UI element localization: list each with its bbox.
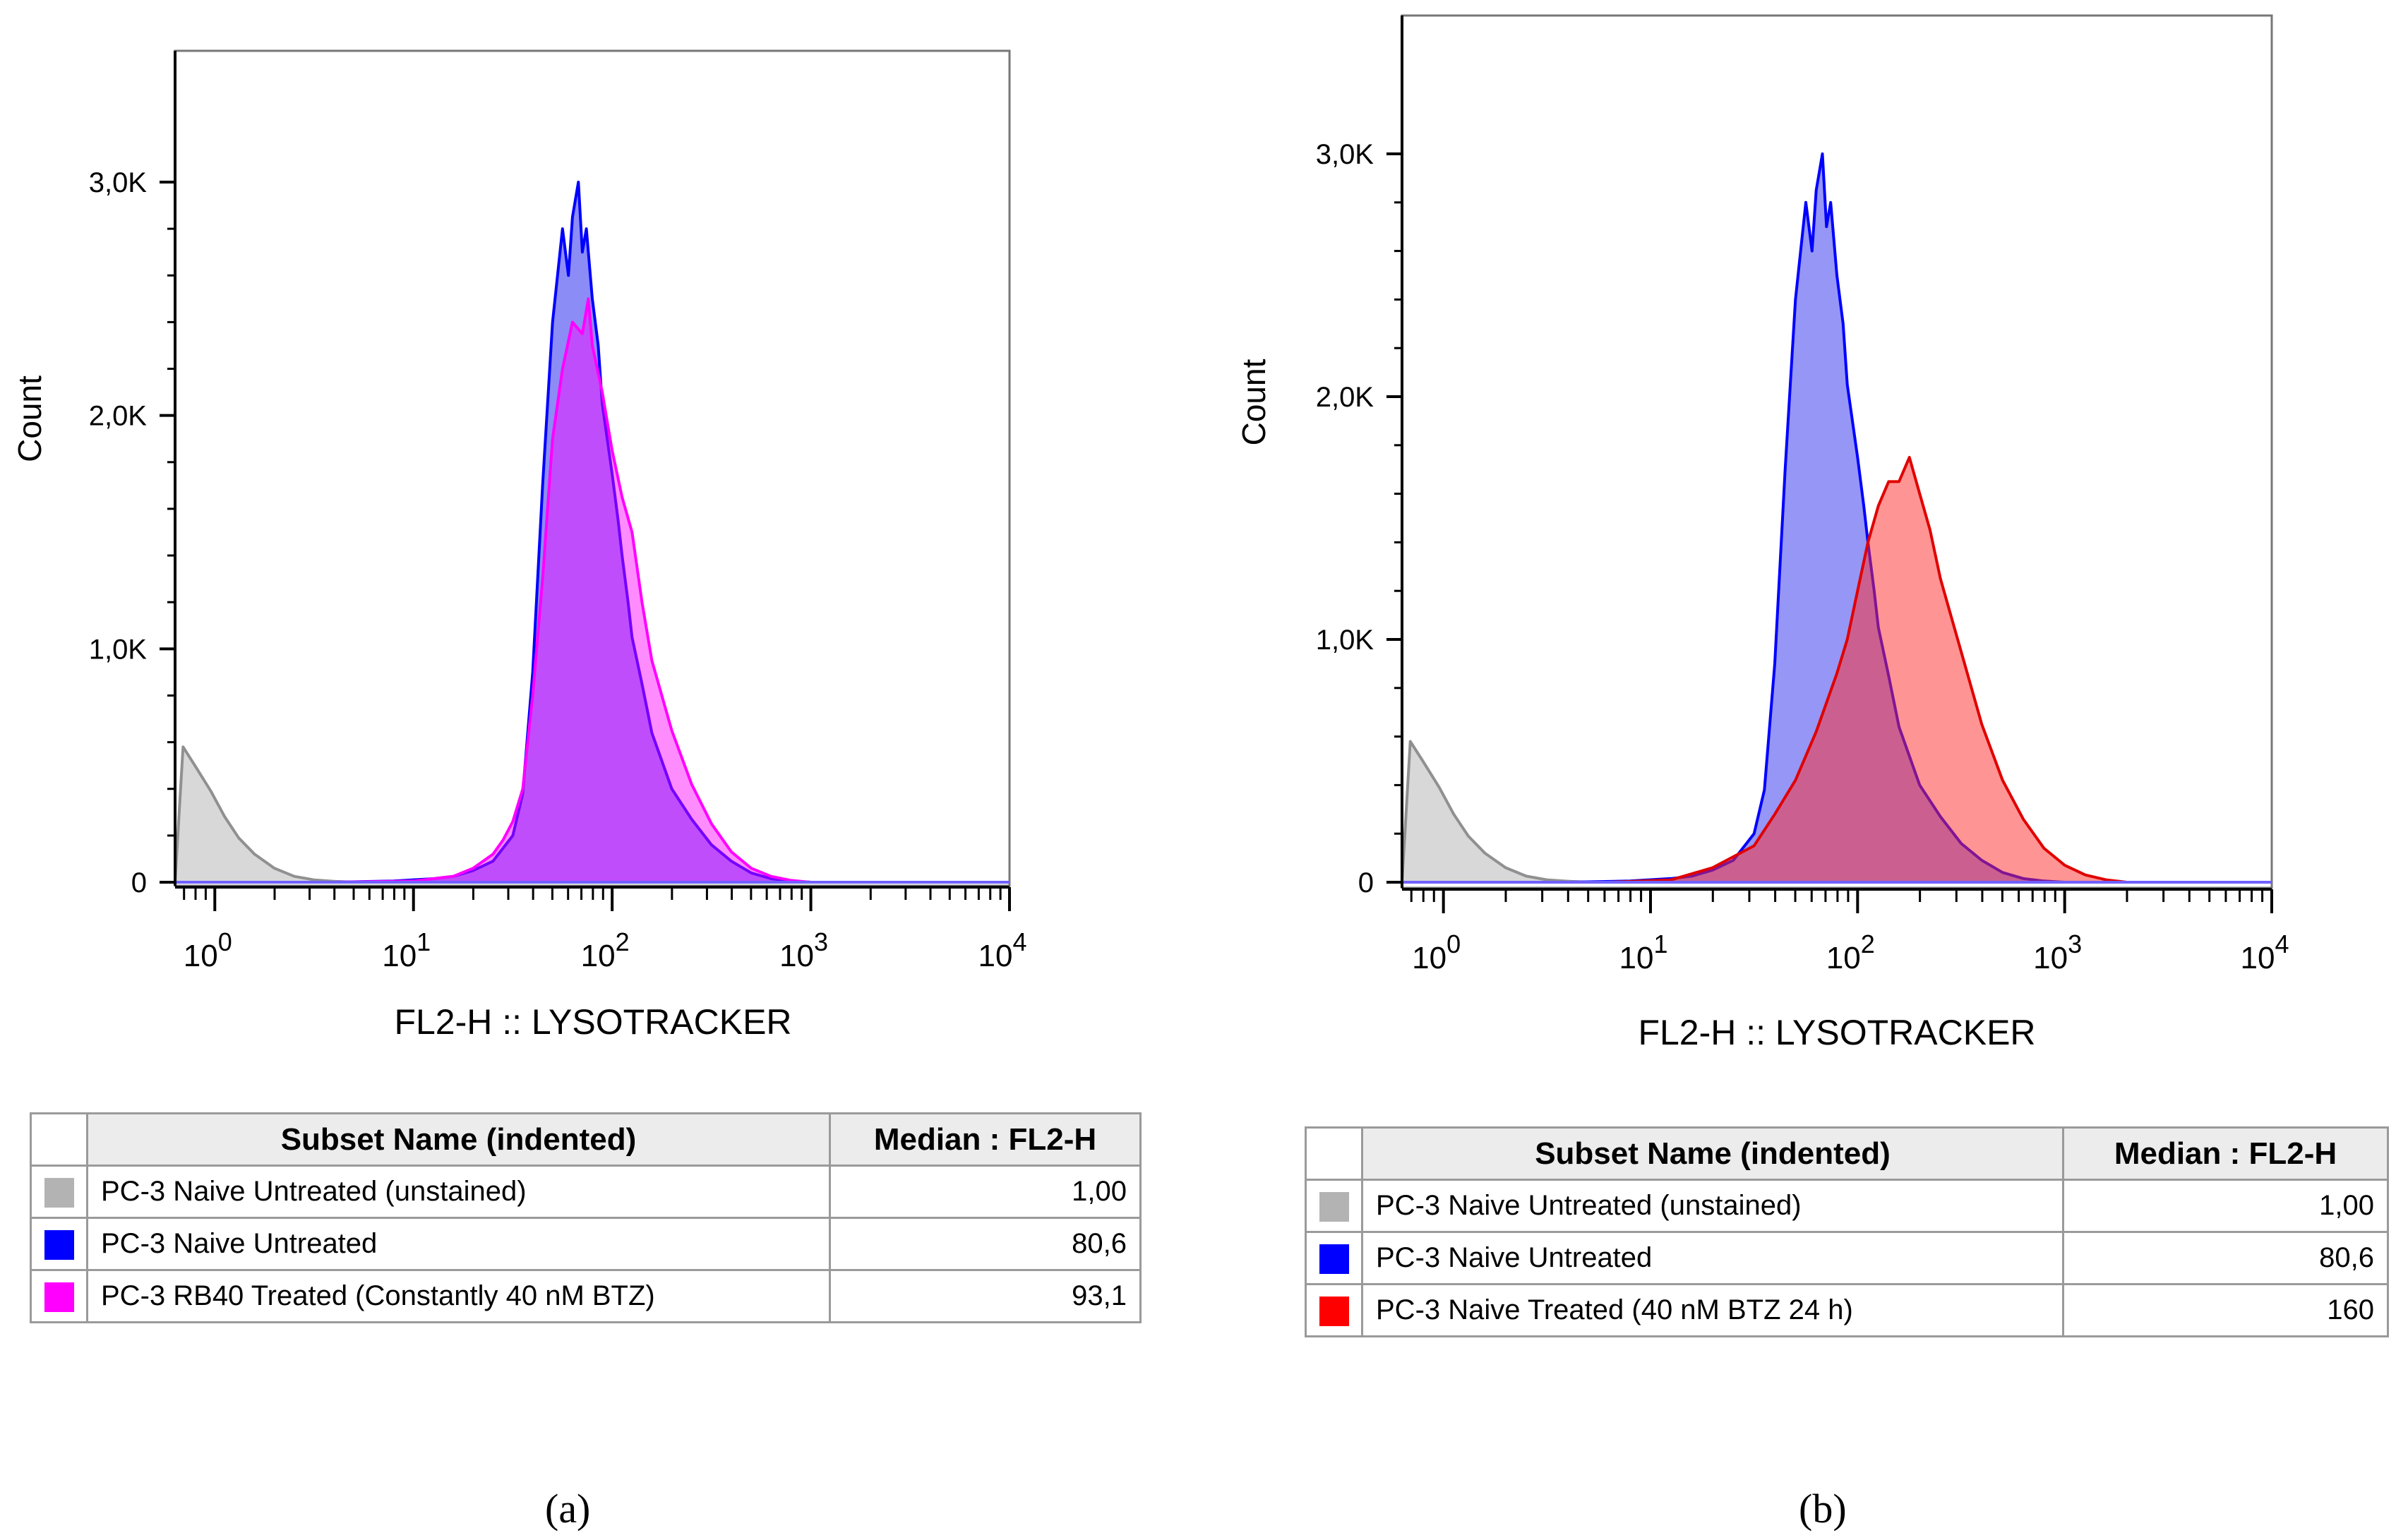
y-axis-title: Count bbox=[1235, 359, 1272, 445]
legend-row: PC-3 RB40 Treated (Constantly 40 nM BTZ)… bbox=[30, 1269, 1142, 1323]
legend-table-a: Subset Name (indented) Median : FL2-H PC… bbox=[30, 1112, 1142, 1323]
y-tick-label: 2,0K bbox=[89, 401, 148, 432]
legend-row: PC-3 Naive Untreated 80,6 bbox=[1305, 1231, 2389, 1285]
y-tick-label: 1,0K bbox=[89, 634, 148, 665]
legend-row-value: 1,00 bbox=[829, 1165, 1142, 1219]
legend-row-name: PC-3 Naive Treated (40 nM BTZ 24 h) bbox=[1361, 1283, 2064, 1337]
legend-row: PC-3 Naive Untreated (unstained) 1,00 bbox=[30, 1165, 1142, 1219]
legend-swatch bbox=[1319, 1244, 1349, 1275]
y-axis-title: Count bbox=[11, 375, 48, 462]
histogram-line-series-2 bbox=[334, 297, 811, 884]
x-tick-label: 101 bbox=[382, 927, 431, 973]
histogram-line-series-0 bbox=[174, 745, 354, 884]
x-tick-label: 103 bbox=[779, 927, 828, 973]
legend-row: PC-3 Naive Treated (40 nM BTZ 24 h) 160 bbox=[1305, 1283, 2389, 1337]
legend-swatch bbox=[44, 1230, 74, 1261]
legend-header-blank bbox=[30, 1112, 88, 1167]
legend-header-value: Median : FL2-H bbox=[2062, 1126, 2389, 1181]
x-axis-title: FL2-H :: LYSOTRACKER bbox=[1638, 1013, 2035, 1052]
x-tick-label: 104 bbox=[978, 927, 1027, 973]
legend-row-name: PC-3 RB40 Treated (Constantly 40 nM BTZ) bbox=[86, 1269, 831, 1323]
x-tick-label: 102 bbox=[1826, 930, 1875, 975]
histogram-b: 0 1,0K 2,0K 3,0K Count 100 101 102 103 104 FL2-H :… bbox=[1235, 14, 2289, 1052]
y-tick-label: 0 bbox=[1358, 867, 1374, 898]
legend-header: Subset Name (indented) Median : FL2-H bbox=[30, 1112, 1142, 1167]
x-tick-label: 103 bbox=[2033, 930, 2082, 975]
legend-swatch bbox=[1319, 1192, 1349, 1222]
legend-row-name: PC-3 Naive Untreated bbox=[86, 1217, 831, 1271]
y-tick-label: 2,0K bbox=[1316, 382, 1374, 413]
legend-row-name: PC-3 Naive Untreated (unstained) bbox=[86, 1165, 831, 1219]
legend-swatch bbox=[44, 1282, 74, 1313]
legend-header-value: Median : FL2-H bbox=[829, 1112, 1142, 1167]
x-tick-label: 100 bbox=[184, 927, 232, 973]
legend-row-value: 1,00 bbox=[2062, 1179, 2389, 1233]
histogram-area-series-0 bbox=[1402, 741, 1588, 882]
caption-a: (a) bbox=[545, 1486, 591, 1532]
legend-header: Subset Name (indented) Median : FL2-H bbox=[1305, 1126, 2389, 1181]
legend-header-blank bbox=[1305, 1126, 1363, 1181]
panel-a: 0 1,0K 2,0K 3,0K Count 100 101 102 103 104 FL2-H :… bbox=[11, 49, 1142, 1532]
panel-b: 0 1,0K 2,0K 3,0K Count 100 101 102 103 104 FL2-H :… bbox=[1204, 0, 2408, 1540]
y-tick-label: 3,0K bbox=[1316, 139, 1374, 170]
legend-table-b: Subset Name (indented) Median : FL2-H PC… bbox=[1305, 1126, 2389, 1337]
legend-row: PC-3 Naive Untreated (unstained) 1,00 bbox=[1305, 1179, 2389, 1233]
legend-header-name: Subset Name (indented) bbox=[1361, 1126, 2064, 1181]
legend-header-name: Subset Name (indented) bbox=[86, 1112, 831, 1167]
histogram-a: 0 1,0K 2,0K 3,0K Count 100 101 102 103 104 FL2-H :… bbox=[11, 49, 1027, 1042]
x-axis-title: FL2-H :: LYSOTRACKER bbox=[394, 1002, 791, 1042]
caption-b: (b) bbox=[1799, 1486, 1847, 1532]
histogram-line-series-0 bbox=[1401, 740, 1589, 884]
legend-swatch bbox=[44, 1178, 74, 1208]
y-tick-label: 3,0K bbox=[89, 167, 148, 198]
x-tick-label: 104 bbox=[2241, 930, 2289, 975]
legend-row-value: 80,6 bbox=[829, 1217, 1142, 1271]
legend-row-value: 80,6 bbox=[2062, 1231, 2389, 1285]
legend-row-name: PC-3 Naive Untreated (unstained) bbox=[1361, 1179, 2064, 1233]
legend-row-value: 93,1 bbox=[829, 1269, 1142, 1323]
x-tick-label: 102 bbox=[581, 927, 630, 973]
histogram-area-series-0 bbox=[175, 747, 354, 882]
histogram-area-series-2 bbox=[334, 299, 811, 882]
y-tick-label: 0 bbox=[131, 867, 147, 898]
histogram-line-series-1 bbox=[334, 181, 811, 884]
histogram-line-series-2 bbox=[1609, 456, 2127, 884]
legend-row: PC-3 Naive Untreated 80,6 bbox=[30, 1217, 1142, 1271]
histogram-area-series-1 bbox=[1567, 154, 2065, 882]
x-tick-label: 101 bbox=[1619, 930, 1668, 975]
histogram-area-series-2 bbox=[1609, 457, 2127, 882]
legend-row-name: PC-3 Naive Untreated bbox=[1361, 1231, 2064, 1285]
legend-swatch bbox=[1319, 1297, 1349, 1327]
legend-row-value: 160 bbox=[2062, 1283, 2389, 1337]
x-tick-label: 100 bbox=[1412, 930, 1461, 975]
y-tick-label: 1,0K bbox=[1316, 625, 1374, 656]
histogram-area-series-1 bbox=[334, 182, 811, 882]
